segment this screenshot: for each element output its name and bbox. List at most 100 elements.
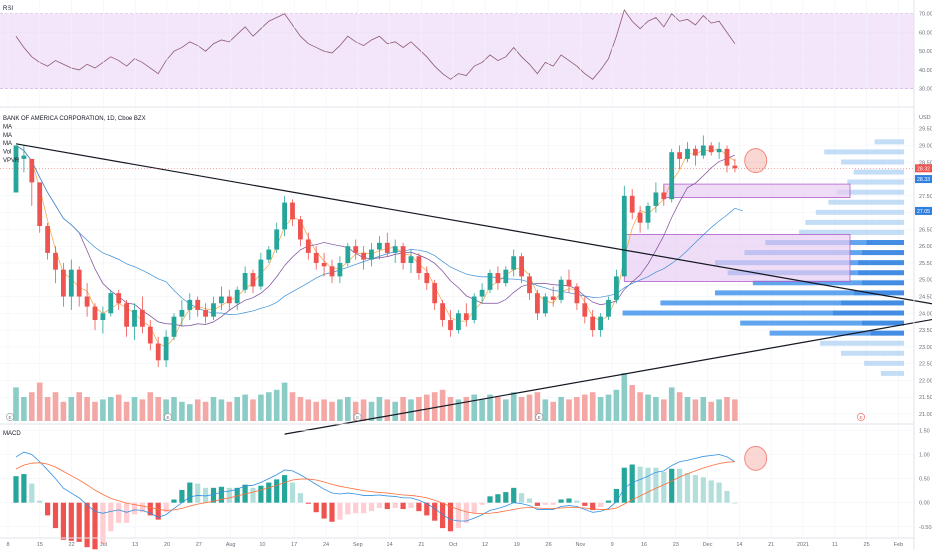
candle-body	[203, 309, 208, 317]
volume-bar	[424, 394, 430, 421]
candle-body	[361, 252, 366, 260]
macd-scale: 1.50 1.00 0.50 0.00 -0.50	[919, 428, 932, 530]
candle-body	[700, 145, 706, 156]
marker-badge	[6, 413, 14, 421]
time-axis-label: Oct	[449, 542, 458, 548]
macd-histogram-bar	[218, 486, 224, 503]
vpvr-row-up	[769, 330, 871, 336]
volume-bar	[68, 397, 75, 421]
volume-bar	[716, 399, 722, 421]
vpvr-row-up	[824, 149, 883, 155]
candle-body	[266, 249, 272, 260]
marker-letter: E	[9, 415, 12, 420]
volume-bar	[115, 394, 122, 421]
macd-histogram-bar	[68, 502, 74, 541]
macd-histogram-bar	[590, 502, 596, 511]
volume-bar	[684, 397, 691, 421]
macd-scale-label: 1.50	[919, 428, 930, 434]
candle-body	[582, 303, 588, 317]
earnings-marker[interactable]: E	[6, 413, 14, 421]
triangle-trendlines[interactable]	[15, 143, 932, 435]
trendline-lower[interactable]	[284, 312, 932, 435]
earnings-marker[interactable]: E	[164, 413, 172, 421]
vpvr-row-up	[853, 169, 892, 175]
volume-bar	[131, 397, 138, 421]
volume-bar	[495, 397, 501, 421]
earnings-marker[interactable]: E	[857, 413, 865, 421]
volume-bar	[708, 401, 714, 421]
vpvr-row-up	[815, 209, 879, 215]
trendline-upper[interactable]	[15, 143, 932, 312]
time-axis[interactable]: 8 15 22 Jul 13 20 27 Aug 10 17 24 Sep 14 21 Oct 12 19 26 N…	[6, 542, 903, 548]
candle-body	[440, 303, 445, 321]
candle-body	[724, 148, 730, 166]
candle-body	[448, 320, 453, 331]
volume-bar	[226, 401, 233, 421]
volume-bar	[155, 397, 161, 421]
volume-bar	[289, 392, 296, 421]
price-pane[interactable]: E E E E E BANK OF AMERICA CORPORATION, 1D, C…	[0, 0, 932, 538]
time-axis-label: 16	[641, 542, 647, 548]
volume-bars	[13, 373, 738, 421]
macd-histogram-bar	[447, 502, 454, 532]
vpvr-row-down	[897, 370, 904, 376]
vpvr-row-down	[862, 250, 904, 256]
macd-scale-label: 1.00	[919, 453, 930, 459]
time-axis-label: 22	[69, 542, 75, 548]
candle-body	[621, 195, 627, 277]
time-axis-label: 10	[259, 542, 265, 548]
candle-body	[598, 316, 603, 331]
volume-bar	[574, 397, 580, 421]
macd-histogram-bar	[534, 502, 540, 506]
time-axis-label: 13	[132, 542, 138, 548]
macd-scale-label: -0.50	[919, 525, 932, 531]
time-axis-label: 15	[37, 542, 43, 548]
volume-bar	[234, 397, 240, 421]
candle-body	[669, 152, 675, 200]
volume-bar	[29, 392, 35, 421]
candle-body	[606, 299, 611, 317]
volume-bar	[258, 394, 264, 421]
earnings-marker[interactable]: E	[535, 413, 544, 421]
candle-body	[677, 152, 682, 159]
candle-body	[211, 303, 216, 317]
volume-bar	[36, 382, 43, 421]
volume-bar	[218, 399, 225, 421]
macd-histogram-bar	[29, 483, 35, 503]
candle-body	[337, 262, 343, 277]
candle-body	[140, 309, 145, 327]
price-scale-label: 22.00	[919, 378, 932, 384]
supply-demand-zones[interactable]	[623, 183, 851, 282]
candle-body	[100, 313, 106, 321]
candle-body	[511, 256, 517, 270]
zone-rectangle[interactable]	[623, 234, 851, 282]
volume-bar	[589, 392, 596, 421]
legend-line: Vol	[3, 150, 11, 156]
macd-histogram-bar	[171, 499, 177, 503]
vpvr-row-up	[836, 189, 888, 195]
time-axis-label: 27	[196, 542, 202, 548]
macd-histogram-bar	[368, 502, 375, 512]
volume-bar	[487, 394, 493, 421]
time-axis-label: 25	[864, 542, 870, 548]
price-scale-label: 26.00	[919, 244, 932, 250]
legend-line: BANK OF AMERICA CORPORATION, 1D, Cboe BZ…	[3, 116, 146, 122]
macd-histogram-bar	[519, 493, 525, 503]
time-axis-label: 12	[482, 542, 488, 548]
volume-bar	[242, 394, 248, 421]
macd-pane[interactable]: MACD 1.50 1.00 0.50 0.00 -0.50	[0, 428, 932, 550]
price-scale-label: 22.50	[919, 362, 932, 368]
earnings-marker[interactable]: E	[353, 413, 362, 421]
volume-bar	[408, 399, 414, 421]
macd-highlight-circle	[744, 445, 768, 471]
zone-rectangle[interactable]	[663, 183, 851, 198]
candle-body	[487, 273, 493, 290]
candle-body	[321, 262, 327, 267]
volume-bar	[518, 397, 525, 421]
macd-histogram-bar	[274, 479, 280, 503]
vpvr-row-up	[880, 370, 898, 376]
